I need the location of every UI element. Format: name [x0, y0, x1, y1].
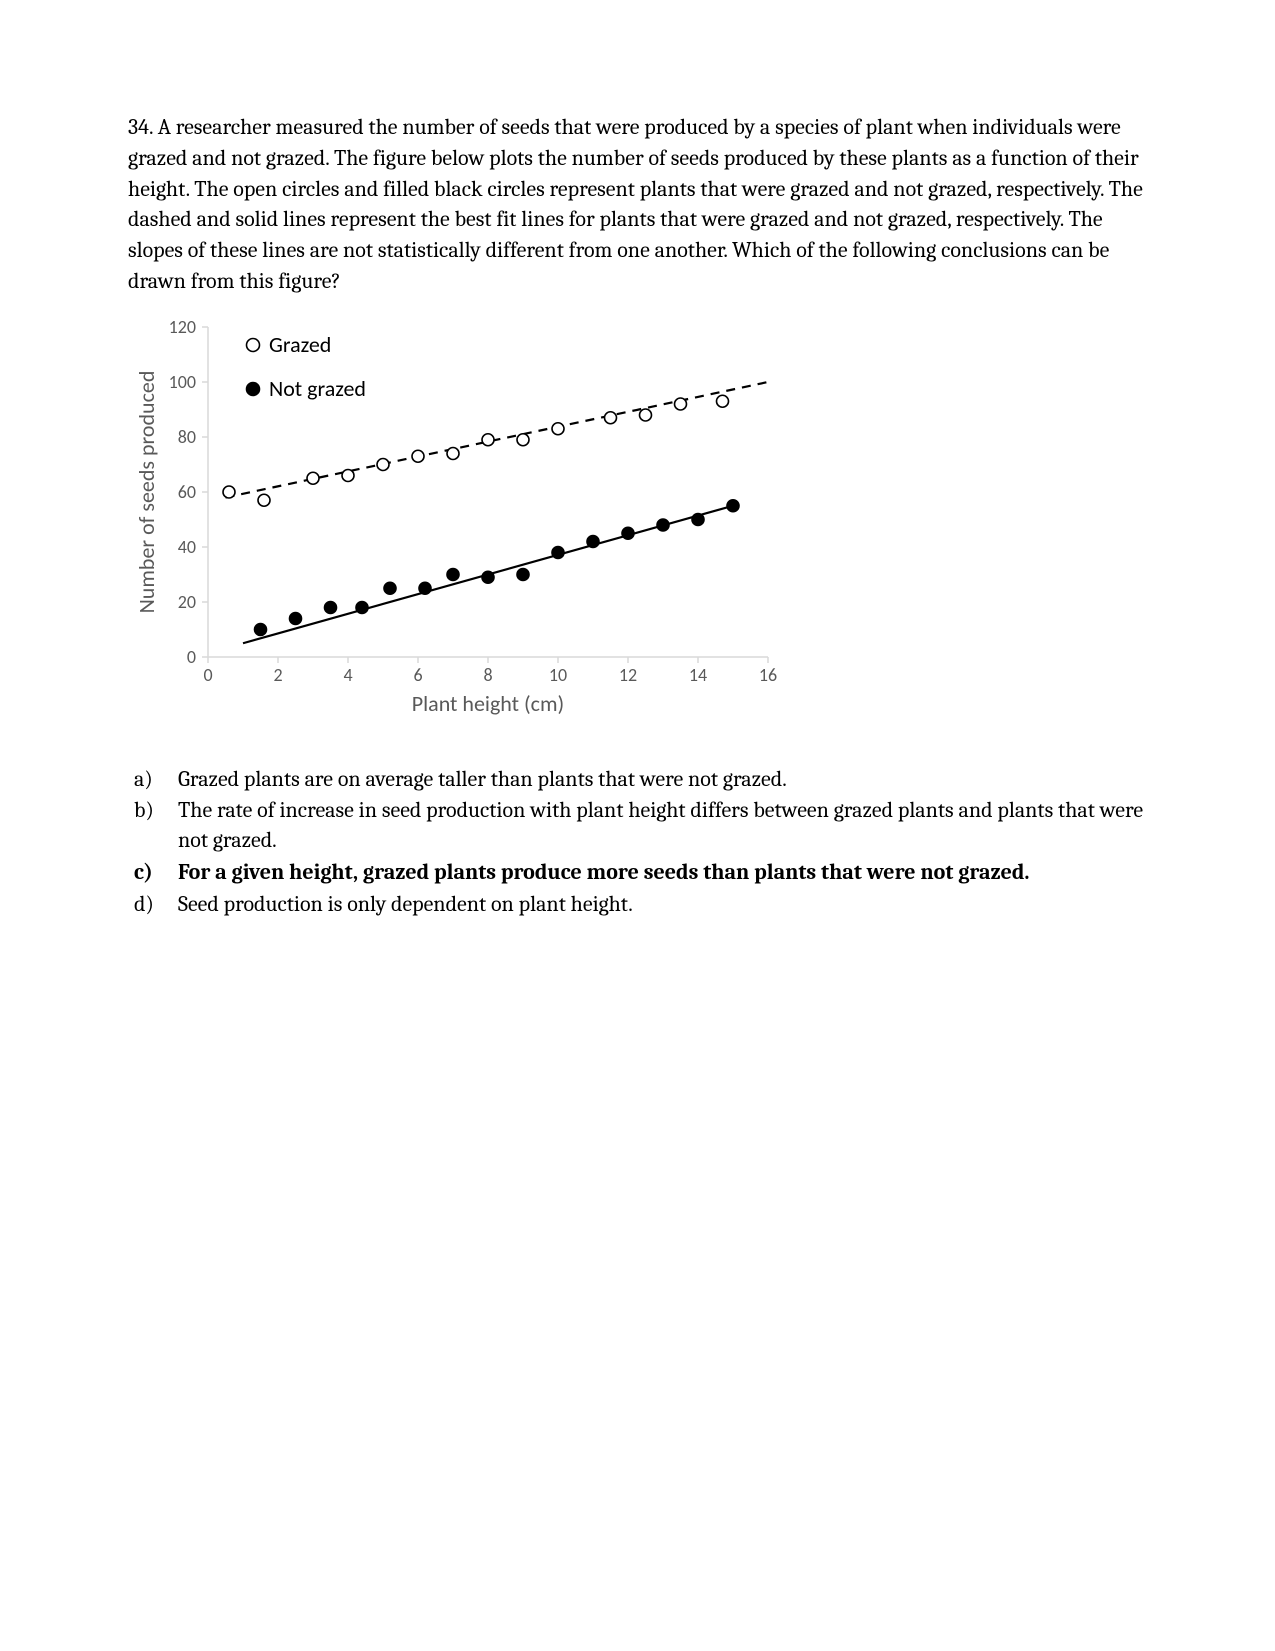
data-point-notgrazed — [290, 612, 302, 624]
legend-label-notgrazed: Not grazed — [269, 375, 366, 402]
answer-text: Seed production is only dependent on pla… — [178, 890, 1147, 920]
data-point-notgrazed — [622, 527, 634, 539]
x-tick-label: 4 — [343, 664, 352, 686]
data-point-notgrazed — [552, 546, 564, 558]
data-point-notgrazed — [692, 513, 704, 525]
y-tick-label: 60 — [178, 481, 196, 503]
y-tick-label: 100 — [169, 371, 196, 393]
answer-text: The rate of increase in seed production … — [178, 796, 1147, 855]
data-point-notgrazed — [517, 568, 529, 580]
y-tick-label: 20 — [178, 591, 196, 613]
answer-text: Grazed plants are on average taller than… — [178, 765, 1147, 795]
answer-text: For a given height, grazed plants produc… — [178, 858, 1147, 888]
data-point-notgrazed — [384, 582, 396, 594]
answer-letter: b) — [128, 796, 178, 826]
data-point-grazed — [342, 469, 354, 481]
x-tick-label: 6 — [413, 664, 422, 686]
data-point-grazed — [377, 458, 389, 470]
x-tick-label: 2 — [273, 664, 282, 686]
data-point-grazed — [552, 423, 564, 435]
answer-option: d)Seed production is only dependent on p… — [128, 890, 1147, 920]
data-point-grazed — [605, 412, 617, 424]
x-tick-label: 8 — [483, 664, 492, 686]
data-point-notgrazed — [356, 601, 368, 613]
chart-container: 0 2 4 6 8 10 12 14 16 0 20 40 60 80 100 120 Plant height… — [128, 307, 1147, 737]
legend-label-grazed: Grazed — [269, 331, 331, 358]
x-tick-label: 14 — [689, 664, 707, 686]
seeds-vs-height-chart: 0 2 4 6 8 10 12 14 16 0 20 40 60 80 100 120 Plant height… — [128, 307, 808, 737]
y-axis-label: Number of seeds produced — [133, 370, 160, 613]
x-tick-label: 10 — [549, 664, 567, 686]
data-point-notgrazed — [419, 582, 431, 594]
answer-letter: a) — [128, 765, 178, 795]
data-point-notgrazed — [482, 571, 494, 583]
data-point-grazed — [517, 434, 529, 446]
question-body: A researcher measured the number of seed… — [128, 114, 1143, 294]
answer-letter: d) — [128, 890, 178, 920]
data-point-notgrazed — [727, 500, 739, 512]
data-point-grazed — [258, 494, 270, 506]
question-number: 34. — [128, 114, 153, 140]
y-tick-label: 40 — [178, 536, 196, 558]
x-tick-label: 12 — [619, 664, 637, 686]
x-tick-label: 0 — [203, 664, 212, 686]
question-text: 34. A researcher measured the number of … — [128, 112, 1147, 297]
data-point-notgrazed — [325, 601, 337, 613]
x-tick-label: 16 — [759, 664, 777, 686]
y-tick-label: 120 — [169, 316, 196, 338]
y-tick-label: 0 — [187, 646, 196, 668]
answer-list: a)Grazed plants are on average taller th… — [128, 765, 1147, 919]
data-point-grazed — [675, 398, 687, 410]
legend-marker-grazed — [247, 338, 260, 351]
data-point-notgrazed — [255, 623, 267, 635]
data-point-grazed — [412, 450, 424, 462]
data-point-grazed — [223, 486, 235, 498]
answer-letter: c) — [128, 858, 178, 888]
y-tick-label: 80 — [178, 426, 196, 448]
data-point-notgrazed — [587, 535, 599, 547]
legend-marker-notgrazed — [247, 382, 260, 395]
data-point-grazed — [447, 447, 459, 459]
data-point-grazed — [307, 472, 319, 484]
data-point-notgrazed — [447, 568, 459, 580]
data-point-grazed — [717, 395, 729, 407]
data-point-grazed — [640, 409, 652, 421]
answer-option: c)For a given height, grazed plants prod… — [128, 858, 1147, 888]
document-page: 34. A researcher measured the number of … — [0, 0, 1275, 1651]
data-point-notgrazed — [657, 519, 669, 531]
answer-option: a)Grazed plants are on average taller th… — [128, 765, 1147, 795]
data-point-grazed — [482, 434, 494, 446]
answer-option: b)The rate of increase in seed productio… — [128, 796, 1147, 855]
x-axis-label: Plant height (cm) — [412, 690, 564, 717]
